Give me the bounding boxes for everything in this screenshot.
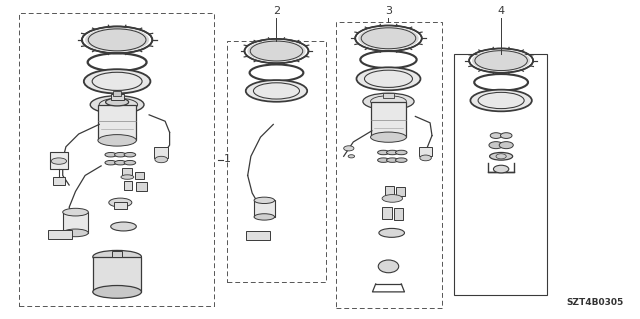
Ellipse shape (382, 195, 403, 202)
Bar (396, 187, 405, 196)
Ellipse shape (387, 158, 398, 162)
Text: 3: 3 (385, 6, 392, 16)
Ellipse shape (396, 158, 407, 162)
Bar (124, 181, 132, 190)
Bar (50, 152, 68, 169)
Bar (382, 207, 392, 219)
Bar (114, 202, 127, 209)
Circle shape (490, 133, 502, 138)
Bar (136, 182, 147, 191)
Ellipse shape (472, 49, 530, 72)
Ellipse shape (356, 67, 420, 90)
Bar (371, 102, 406, 137)
Circle shape (155, 156, 168, 163)
Ellipse shape (115, 152, 126, 157)
Ellipse shape (371, 132, 406, 142)
Bar (227, 41, 326, 282)
Ellipse shape (93, 286, 141, 298)
Bar (154, 147, 168, 158)
Bar (383, 93, 394, 98)
Bar (135, 172, 144, 179)
Ellipse shape (254, 214, 275, 220)
Ellipse shape (358, 27, 419, 50)
Ellipse shape (51, 158, 67, 164)
Ellipse shape (105, 160, 116, 165)
Ellipse shape (254, 197, 275, 204)
Ellipse shape (387, 150, 398, 155)
Ellipse shape (493, 165, 509, 173)
Ellipse shape (121, 175, 134, 179)
Text: 2: 2 (273, 6, 280, 16)
Ellipse shape (378, 158, 389, 162)
Ellipse shape (111, 222, 136, 231)
Ellipse shape (84, 69, 150, 93)
Circle shape (420, 155, 431, 161)
Bar (63, 212, 88, 233)
Bar (419, 147, 432, 156)
Bar (113, 91, 121, 96)
Bar (53, 177, 65, 185)
Ellipse shape (396, 150, 407, 155)
Ellipse shape (246, 80, 307, 102)
Ellipse shape (124, 152, 136, 157)
Bar (385, 186, 394, 195)
Bar (93, 257, 141, 292)
Ellipse shape (109, 198, 132, 207)
Ellipse shape (490, 152, 513, 160)
Ellipse shape (105, 152, 116, 157)
Bar (246, 231, 270, 240)
Circle shape (500, 133, 512, 138)
Circle shape (489, 142, 503, 149)
Ellipse shape (363, 93, 414, 110)
Ellipse shape (248, 40, 306, 62)
Bar (122, 168, 132, 175)
Bar (254, 200, 275, 217)
Bar (19, 13, 214, 306)
Bar (454, 54, 547, 295)
Ellipse shape (378, 150, 389, 155)
Circle shape (344, 146, 354, 151)
Bar (48, 230, 72, 239)
Circle shape (348, 155, 355, 158)
Bar (112, 251, 122, 257)
Ellipse shape (379, 228, 404, 237)
Ellipse shape (63, 208, 88, 216)
Ellipse shape (378, 260, 399, 273)
Ellipse shape (63, 229, 88, 237)
Ellipse shape (90, 96, 144, 114)
Text: SZT4B0305: SZT4B0305 (567, 298, 624, 307)
Ellipse shape (124, 160, 136, 165)
Ellipse shape (85, 28, 149, 52)
Ellipse shape (93, 250, 141, 263)
Bar (98, 105, 136, 140)
Ellipse shape (98, 135, 136, 146)
Circle shape (499, 142, 513, 149)
Text: 1: 1 (224, 154, 231, 165)
Bar (336, 22, 442, 308)
Ellipse shape (106, 98, 129, 106)
Bar (394, 208, 403, 220)
Text: 4: 4 (497, 6, 505, 16)
Ellipse shape (470, 90, 532, 111)
Bar (111, 94, 124, 100)
Ellipse shape (115, 160, 126, 165)
